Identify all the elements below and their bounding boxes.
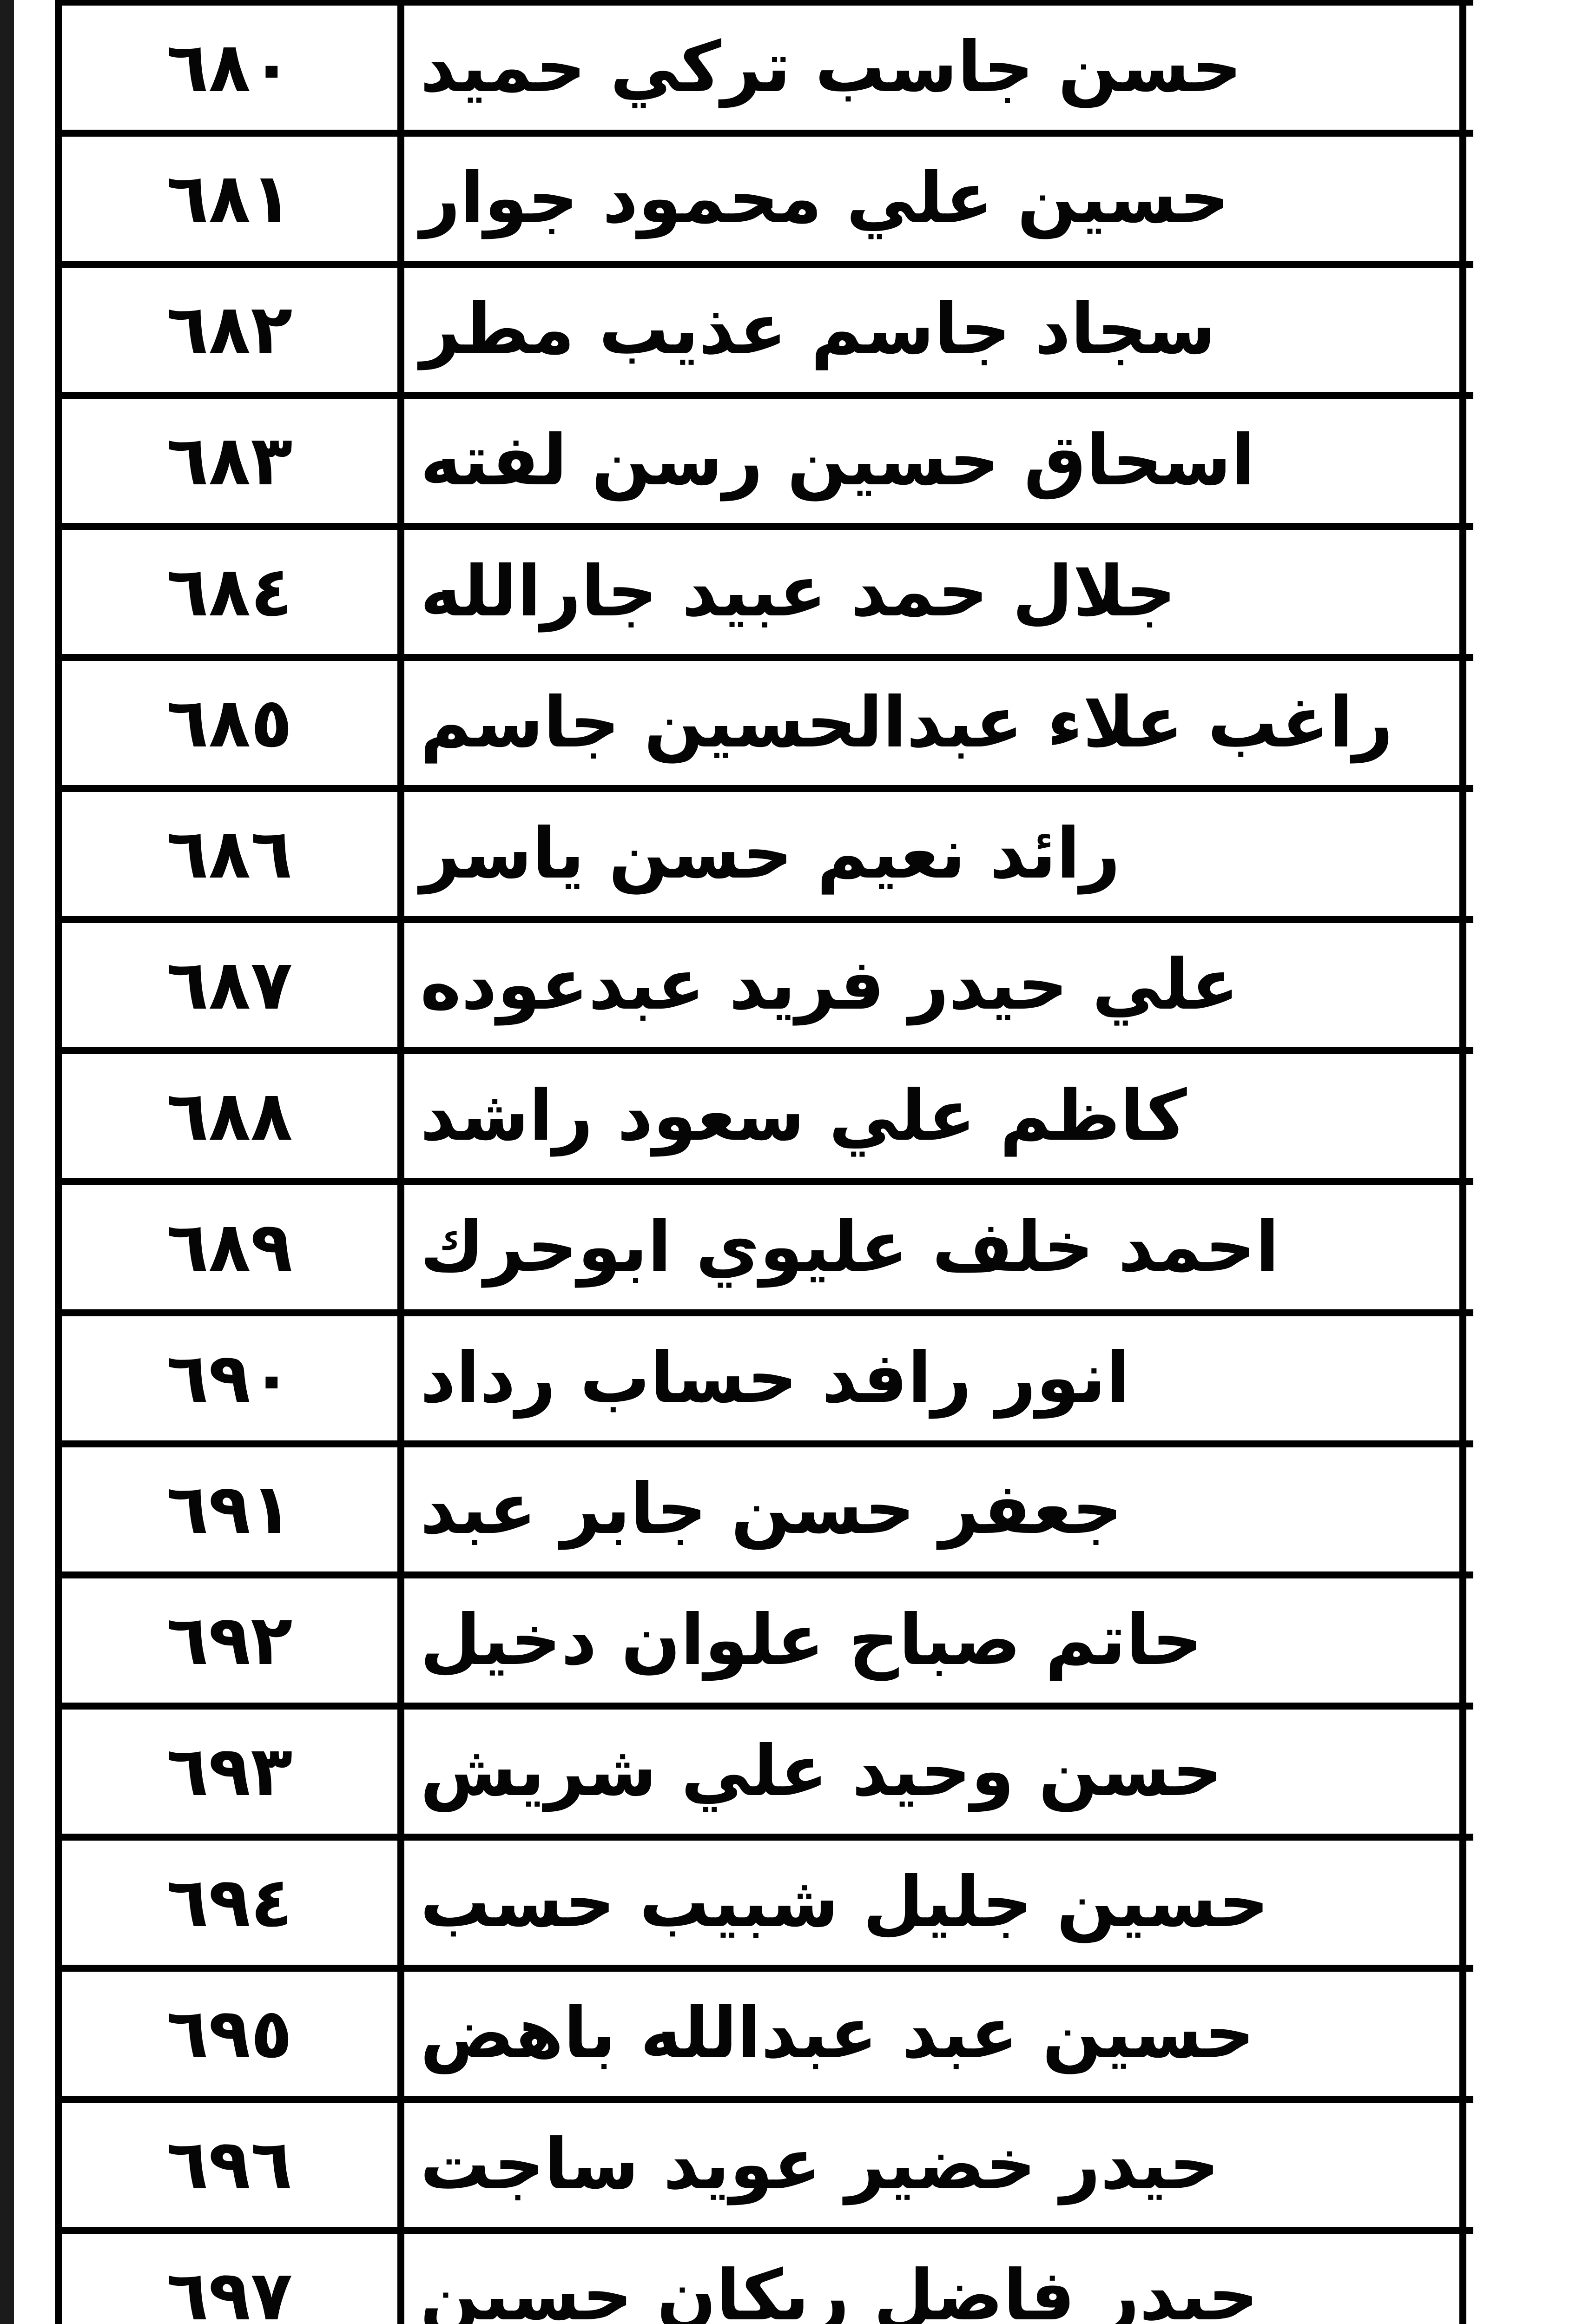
name-cell: سجاد جاسم عذيب مطر: [404, 268, 1466, 392]
table-row: ٦٩٣ حسن وحيد علي شريش: [55, 1710, 1473, 1841]
person-name: علي حيدر فريد عبدعوده: [420, 944, 1239, 1025]
person-name: رائد نعيم حسن ياسر: [420, 813, 1121, 894]
table-row: ٦٨٥ راغب علاء عبدالحسين جاسم: [55, 661, 1473, 792]
name-cell: حسين علي محمود جوار: [404, 137, 1466, 261]
serial-number-cell: ٦٨٦: [55, 792, 404, 916]
table-row: ٦٩٠ انور رافد حساب رداد: [55, 1316, 1473, 1447]
name-cell: اسحاق حسين رسن لفته: [404, 399, 1466, 523]
table-row: ٦٩٧ حيدر فاضل ريكان حسين: [55, 2234, 1473, 2324]
table-row: ٦٨٣ اسحاق حسين رسن لفته: [55, 399, 1473, 530]
name-cell: حيدر خضير عويد ساجت: [404, 2103, 1466, 2227]
serial-number: ٦٨٩: [166, 1207, 293, 1287]
serial-number-cell: ٦٩٧: [55, 2234, 404, 2324]
serial-number: ٦٩٤: [166, 1862, 293, 1942]
partial-clipped-row: [55, 0, 1473, 6]
person-name: حيدر خضير عويد ساجت: [420, 2124, 1220, 2205]
serial-number: ٦٩٥: [166, 1994, 293, 2073]
serial-number: ٦٨٥: [166, 683, 293, 763]
serial-number: ٦٩٣: [166, 1731, 293, 1811]
serial-number: ٦٨٢: [166, 290, 293, 370]
scan-edge-artifact: [0, 0, 14, 2324]
person-name: اسحاق حسين رسن لفته: [420, 420, 1255, 501]
table-row: ٦٨٤ جلال حمد عبيد جارالله: [55, 530, 1473, 661]
person-name: حاتم صباح علوان دخيل: [420, 1600, 1203, 1681]
name-cell: علي حيدر فريد عبدعوده: [404, 923, 1466, 1047]
name-cell: حسن وحيد علي شريش: [404, 1710, 1466, 1834]
serial-number-cell: ٦٩٤: [55, 1841, 404, 1965]
table-row: ٦٨٢ سجاد جاسم عذيب مطر: [55, 268, 1473, 399]
name-cell: جعفر حسن جابر عبد: [404, 1447, 1466, 1571]
table-row: ٦٨٧ علي حيدر فريد عبدعوده: [55, 923, 1473, 1054]
serial-number-cell: ٦٨٨: [55, 1054, 404, 1178]
serial-number-cell: ٦٩٠: [55, 1316, 404, 1440]
table-row: ٦٩٥ حسين عبد عبدالله باهض: [55, 1972, 1473, 2103]
person-name: جعفر حسن جابر عبد: [420, 1469, 1122, 1550]
serial-number-cell: ٦٨٩: [55, 1185, 404, 1309]
name-cell: راغب علاء عبدالحسين جاسم: [404, 661, 1466, 785]
person-name: حيدر فاضل ريكان حسين: [420, 2255, 1259, 2324]
name-cell: حيدر فاضل ريكان حسين: [404, 2234, 1466, 2324]
serial-number: ٦٩٢: [166, 1600, 293, 1680]
table-row: ٦٩٤ حسين جليل شبيب حسب: [55, 1841, 1473, 1972]
serial-number: ٦٨٦: [166, 814, 293, 894]
serial-number-cell: ٦٩٥: [55, 1972, 404, 2096]
name-cell: رائد نعيم حسن ياسر: [404, 792, 1466, 916]
table-row: ٦٩١ جعفر حسن جابر عبد: [55, 1447, 1473, 1578]
person-name: سجاد جاسم عذيب مطر: [420, 289, 1216, 370]
person-name: جلال حمد عبيد جارالله: [420, 551, 1176, 632]
serial-number-cell: ٦٨٤: [55, 530, 404, 654]
serial-number: ٦٩٠: [166, 1338, 293, 1418]
serial-number: ٦٨٨: [166, 1076, 293, 1156]
table-row: ٦٨٦ رائد نعيم حسن ياسر: [55, 792, 1473, 923]
name-cell: حسين عبد عبدالله باهض: [404, 1972, 1466, 2096]
person-name: حسين جليل شبيب حسب: [420, 1862, 1269, 1943]
name-cell: حاتم صباح علوان دخيل: [404, 1578, 1466, 1703]
name-cell: انور رافد حساب رداد: [404, 1316, 1466, 1440]
serial-number: ٦٩٦: [166, 2125, 293, 2205]
table-row: ٦٩٢ حاتم صباح علوان دخيل: [55, 1578, 1473, 1710]
serial-number-cell: ٦٨٠: [55, 6, 404, 130]
serial-number-cell: ٦٨٣: [55, 399, 404, 523]
serial-number: ٦٩١: [166, 1469, 293, 1549]
table-row: ٦٨٠ حسن جاسب تركي حميد: [55, 6, 1473, 137]
person-name: حسين علي محمود جوار: [420, 158, 1230, 239]
name-cell: حسن جاسب تركي حميد: [404, 6, 1466, 130]
person-name: حسين عبد عبدالله باهض: [420, 1993, 1255, 2074]
serial-number-cell: ٦٩٢: [55, 1578, 404, 1703]
serial-number: ٦٨٧: [166, 945, 293, 1025]
name-cell: حسين جليل شبيب حسب: [404, 1841, 1466, 1965]
serial-number: ٦٩٧: [166, 2256, 293, 2324]
names-table: ٦٨٠ حسن جاسب تركي حميد ٦٨١ حسين علي محمو…: [55, 0, 1473, 2324]
serial-number: ٦٨١: [166, 158, 293, 238]
table-row: ٦٨٨ كاظم علي سعود راشد: [55, 1054, 1473, 1185]
person-name: كاظم علي سعود راشد: [420, 1076, 1187, 1156]
table-row: ٦٨٩ احمد خلف عليوي ابوحرك: [55, 1185, 1473, 1316]
serial-number-cell: ٦٨٥: [55, 661, 404, 785]
serial-number: ٦٨٠: [166, 27, 293, 107]
table-row: ٦٨١ حسين علي محمود جوار: [55, 137, 1473, 268]
person-name: حسن جاسب تركي حميد: [420, 27, 1242, 108]
serial-number-cell: ٦٨٧: [55, 923, 404, 1047]
serial-number-cell: ٦٨٢: [55, 268, 404, 392]
person-name: حسن وحيد علي شريش: [420, 1731, 1223, 1812]
table-row: ٦٩٦ حيدر خضير عويد ساجت: [55, 2103, 1473, 2234]
name-cell: كاظم علي سعود راشد: [404, 1054, 1466, 1178]
serial-number-cell: ٦٩١: [55, 1447, 404, 1571]
person-name: راغب علاء عبدالحسين جاسم: [420, 682, 1393, 763]
name-cell: احمد خلف عليوي ابوحرك: [404, 1185, 1466, 1309]
serial-number-cell: ٦٩٣: [55, 1710, 404, 1834]
serial-number-cell: ٦٩٦: [55, 2103, 404, 2227]
serial-number: ٦٨٤: [166, 552, 293, 632]
person-name: انور رافد حساب رداد: [420, 1338, 1130, 1419]
name-cell: جلال حمد عبيد جارالله: [404, 530, 1466, 654]
serial-number: ٦٨٣: [166, 421, 293, 501]
person-name: احمد خلف عليوي ابوحرك: [420, 1207, 1279, 1287]
serial-number-cell: ٦٨١: [55, 137, 404, 261]
